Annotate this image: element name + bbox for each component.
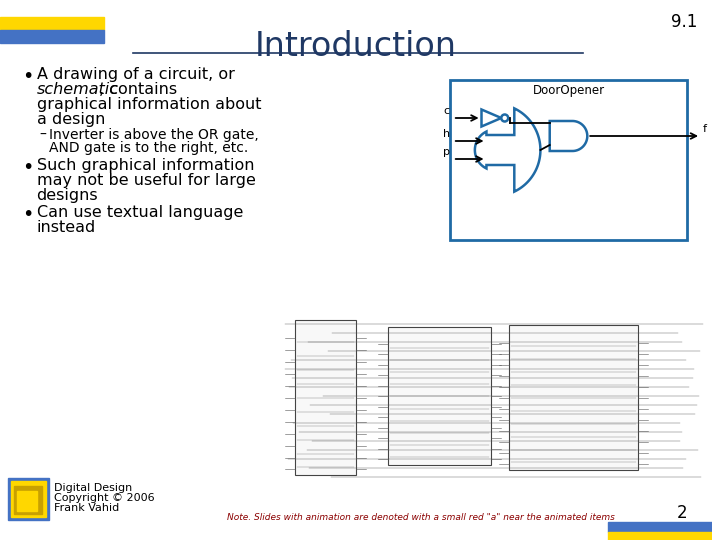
- Bar: [14, 486, 42, 514]
- Bar: [0, 30, 104, 43]
- Bar: [387, 327, 491, 465]
- Polygon shape: [475, 109, 541, 192]
- Bar: [17, 491, 37, 511]
- Text: may not be useful for large: may not be useful for large: [37, 173, 256, 188]
- Text: –: –: [40, 128, 46, 142]
- Text: c: c: [444, 106, 450, 116]
- Bar: [11, 481, 47, 517]
- Text: designs: designs: [37, 188, 98, 203]
- Text: p: p: [443, 147, 450, 157]
- Text: h: h: [443, 129, 450, 139]
- Text: schematic: schematic: [37, 82, 119, 97]
- Text: 2: 2: [677, 504, 687, 522]
- Polygon shape: [482, 110, 501, 126]
- Text: Frank Vahid: Frank Vahid: [55, 503, 120, 513]
- Polygon shape: [550, 121, 588, 151]
- Text: 9.1: 9.1: [670, 13, 697, 31]
- Bar: [608, 532, 712, 540]
- Bar: [608, 522, 712, 532]
- Text: DoorOpener: DoorOpener: [533, 84, 605, 97]
- Text: •: •: [22, 67, 33, 86]
- Text: Copyright © 2006: Copyright © 2006: [55, 493, 155, 503]
- Circle shape: [501, 114, 508, 122]
- Text: Such graphical information: Such graphical information: [37, 158, 254, 173]
- Text: Introduction: Introduction: [255, 30, 457, 63]
- Text: •: •: [22, 158, 33, 177]
- Text: •: •: [22, 205, 33, 224]
- Text: Note. Slides with animation are denoted with a small red "a" near the animated i: Note. Slides with animation are denoted …: [228, 513, 616, 522]
- Text: A drawing of a circuit, or: A drawing of a circuit, or: [37, 67, 235, 82]
- Text: , contains: , contains: [99, 82, 177, 97]
- Bar: [450, 80, 687, 240]
- Text: Inverter is above the OR gate,: Inverter is above the OR gate,: [50, 128, 259, 142]
- Text: graphical information about: graphical information about: [37, 97, 261, 112]
- Text: f: f: [703, 124, 707, 134]
- Text: instead: instead: [37, 220, 96, 235]
- Text: AND gate is to the right, etc.: AND gate is to the right, etc.: [50, 141, 248, 155]
- Bar: [509, 325, 638, 470]
- Text: a design: a design: [37, 112, 105, 127]
- Bar: [0, 17, 104, 30]
- Bar: [294, 320, 356, 475]
- Text: Can use textual language: Can use textual language: [37, 205, 243, 220]
- Bar: [8, 478, 50, 520]
- Text: Digital Design: Digital Design: [55, 483, 132, 493]
